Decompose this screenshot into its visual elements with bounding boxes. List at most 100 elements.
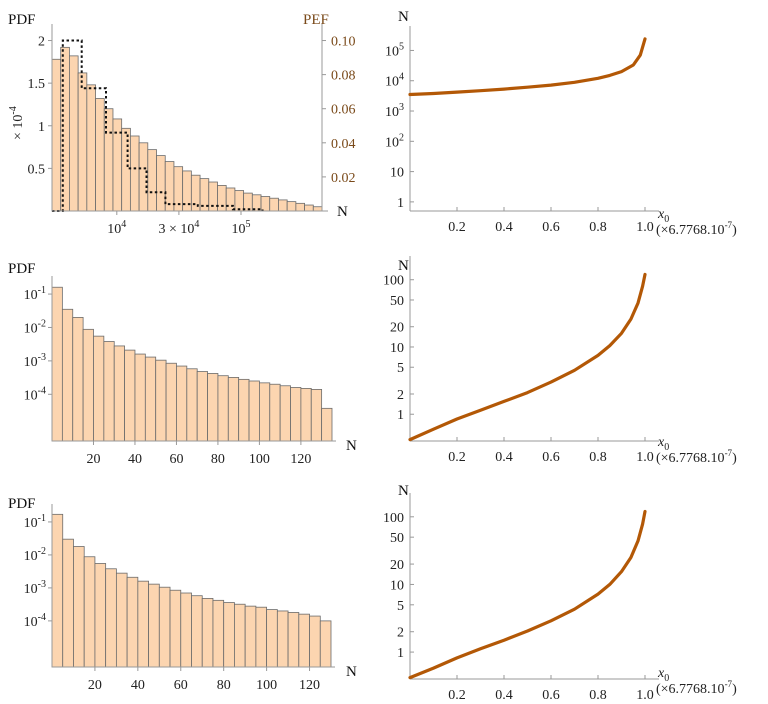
y-tick-label: 5 xyxy=(397,361,404,376)
y-tick-label: 20 xyxy=(390,321,404,336)
histogram-bar xyxy=(51,513,64,668)
histogram-bar xyxy=(176,365,188,442)
x-axis-title: x0 xyxy=(657,666,669,684)
y-tick-label: 10 xyxy=(390,341,404,356)
y-tick-label: 10-1 xyxy=(24,285,46,303)
y2-tick-label: 0.10 xyxy=(331,35,356,50)
panel-4-line: 1 2 5 10 20 50 100 0.2 0.4 0.6 0.8 1.0 Nx0(×6.7768.1… xyxy=(383,256,737,466)
histogram-bar xyxy=(62,538,74,668)
panel-2-line: 0.2 0.4 0.6 0.8 1.0 Nx0(×6.7768.10-7) xyxy=(398,9,737,238)
x-axis-title: x0 xyxy=(657,207,669,225)
x-tick-label: 0.8 xyxy=(589,220,607,235)
x-tick-label: 0.6 xyxy=(542,220,560,235)
x-tick-label: 104 xyxy=(107,219,126,237)
histogram-bar xyxy=(73,546,85,668)
x-scale-factor: (×6.7768.10-7) xyxy=(656,679,737,697)
histogram-bar xyxy=(225,187,236,212)
histogram-bar xyxy=(298,613,310,668)
histogram-bar xyxy=(155,359,167,442)
histogram-bar xyxy=(105,568,117,668)
x-tick-label: 1.0 xyxy=(636,450,654,465)
x-tick-label: 1.0 xyxy=(636,688,654,703)
histogram-bar xyxy=(287,612,300,668)
x-tick-label: 0.8 xyxy=(589,450,607,465)
histogram-bar xyxy=(266,609,278,668)
x-tick-label: 0.4 xyxy=(495,688,513,703)
histogram-bar xyxy=(319,620,332,668)
x-scale-factor: (×6.7768.10-7) xyxy=(656,220,737,238)
x-tick-label: 20 xyxy=(88,678,102,693)
histogram-bar xyxy=(137,580,149,668)
histogram-bar xyxy=(310,389,323,442)
y-tick-label: 1 xyxy=(397,196,404,211)
y-tick-label: 10-1 xyxy=(24,513,46,531)
y-tick-label: 10 xyxy=(390,578,404,593)
y-tick-label: 103 xyxy=(385,102,404,120)
y-axis-title: N xyxy=(398,258,409,274)
y-tick-label: 5 xyxy=(397,599,404,614)
y2-tick-label: 0.04 xyxy=(331,137,356,152)
y-axis-title: N xyxy=(398,9,409,25)
y-tick-label: 100 xyxy=(383,274,404,289)
histogram-bar xyxy=(217,375,229,442)
y-axis-title: PDF xyxy=(8,12,36,28)
histogram-bar xyxy=(144,356,157,442)
y-tick-label: 10-2 xyxy=(24,318,46,336)
histogram-bar xyxy=(223,602,235,668)
histogram-bar xyxy=(82,328,94,442)
histogram-bar xyxy=(217,185,227,212)
histogram-bar xyxy=(148,583,160,668)
histogram-bar xyxy=(156,155,166,212)
histogram-bar xyxy=(93,335,105,442)
histogram-bar xyxy=(115,572,128,668)
histogram-bar xyxy=(121,127,131,212)
x-tick-label: 3 × 104 xyxy=(158,219,199,237)
y2-tick-label: 0.02 xyxy=(331,171,356,186)
histogram-bar xyxy=(248,380,260,442)
histogram-bar xyxy=(321,407,333,442)
histogram-bar xyxy=(69,55,79,212)
y2-tick-label: 0.06 xyxy=(331,103,356,118)
y-tick-label: 100 xyxy=(383,511,404,526)
x-tick-label: 120 xyxy=(290,452,311,467)
histogram-bar xyxy=(113,345,125,442)
panel-6-line: 1 2 5 10 20 50 100 0.2 0.4 0.6 0.8 1.0 Nx0(×6.7768.1… xyxy=(383,483,737,703)
histogram-bar xyxy=(86,84,96,212)
histogram-bar xyxy=(286,201,297,212)
histogram-bar xyxy=(295,202,305,212)
histogram-bar xyxy=(191,595,203,668)
histogram-bar xyxy=(234,190,245,212)
histogram-bar xyxy=(103,341,115,442)
histogram-bar xyxy=(72,317,84,442)
panel-5-histogram: 20 40 60 80 100 120 PDF N xyxy=(8,496,357,693)
histogram-bar xyxy=(227,377,240,442)
histogram-bar xyxy=(126,576,139,668)
histogram-bar xyxy=(95,98,105,212)
x-tick-label: 120 xyxy=(299,678,320,693)
x-tick-label: 80 xyxy=(211,452,225,467)
histogram-bar xyxy=(61,308,74,442)
x-tick-label: 0.6 xyxy=(542,450,560,465)
panel-1-histogram: 0.5 1 1.5 2 0.02 0.04 0.06 0.08 0.10 × 10-4 xyxy=(8,24,356,215)
histogram-bar xyxy=(260,196,271,212)
x-tick-label: 60 xyxy=(169,452,183,467)
histogram-bar xyxy=(201,598,214,668)
y-tick-label: 105 xyxy=(385,41,404,59)
histogram-bar xyxy=(94,563,107,668)
y-tick-label: 1.5 xyxy=(28,77,46,92)
histogram-bar xyxy=(169,589,182,668)
histogram-bar xyxy=(312,206,323,212)
x-tick-label: 40 xyxy=(128,452,142,467)
y-tick-label: 0.5 xyxy=(28,162,46,177)
pef-step-line xyxy=(52,39,264,212)
x-tick-label: 60 xyxy=(174,678,188,693)
x-tick-label: 100 xyxy=(249,452,270,467)
y-tick-label: 50 xyxy=(390,294,404,309)
histogram-bar xyxy=(244,605,257,668)
x-tick-label: 40 xyxy=(131,678,145,693)
histogram-bar xyxy=(255,606,268,668)
y-tick-label: 10 xyxy=(390,166,404,181)
histogram-bar xyxy=(158,586,171,668)
y-tick-label: 2 xyxy=(397,626,404,641)
